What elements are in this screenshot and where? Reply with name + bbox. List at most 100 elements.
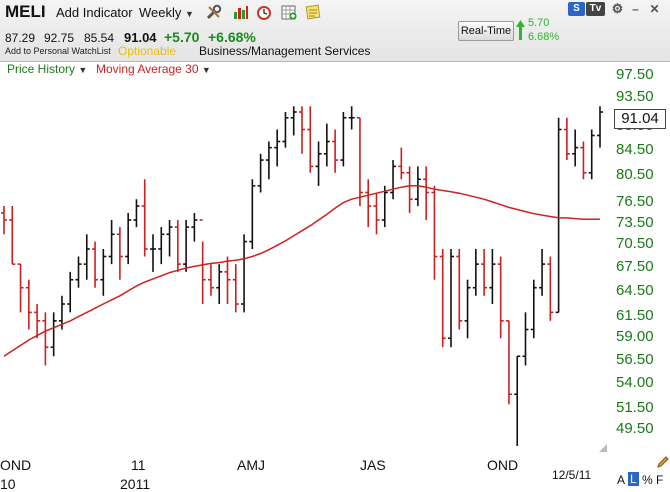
price-bar [141, 179, 148, 257]
add-watchlist-link[interactable]: Add to Personal WatchList [5, 46, 111, 56]
price-bar [307, 106, 314, 173]
x-label-year-2011: 2011 [120, 476, 151, 492]
current-price-tag: 91.04 [614, 109, 666, 129]
price-bar [472, 248, 479, 296]
price-bar [572, 129, 579, 167]
price-bar [373, 192, 380, 235]
price-bar [356, 116, 363, 207]
price-bar [257, 153, 264, 193]
y-tick-label: 93.50 [616, 87, 654, 105]
y-tick-label: 84.50 [616, 140, 654, 158]
price-bar [323, 123, 330, 167]
y-tick-label: 59.00 [616, 328, 654, 346]
s-button[interactable]: S [568, 2, 585, 16]
price-bar [25, 279, 32, 330]
price-bar [191, 212, 198, 242]
tools-icon[interactable] [206, 4, 222, 20]
price-bar [174, 219, 181, 272]
price-bar [1, 206, 7, 235]
price-bar [92, 241, 99, 288]
chart-header: MELI Add Indicator Weekly ▼ 87.29 92.75 … [0, 0, 670, 62]
price-bar [265, 141, 272, 180]
up-arrow-icon [516, 20, 525, 40]
price-bar [207, 264, 214, 296]
y-tick-label: 51.50 [616, 399, 654, 417]
price-bar [522, 312, 529, 366]
price-bar [340, 111, 347, 167]
x-label-ond: OND [0, 457, 32, 473]
price-bar [348, 106, 355, 130]
price-bar [398, 147, 405, 180]
price-bar [381, 185, 388, 228]
x-label-ond-2: OND [487, 457, 519, 473]
price-bar [34, 304, 41, 339]
change-value: +5.70 [164, 29, 200, 45]
realtime-change: 5.70 [528, 17, 550, 29]
low-price: 85.54 [84, 31, 115, 45]
alarm-clock-icon[interactable] [256, 4, 272, 20]
legend-ma-label: Moving Average 30 [96, 62, 199, 76]
scale-fixed-button[interactable]: F [656, 473, 664, 487]
period-dropdown[interactable]: Weekly ▼ [139, 5, 194, 20]
notes-icon[interactable] [305, 4, 321, 20]
y-tick-label: 56.50 [616, 350, 654, 368]
scale-percent-button[interactable]: % [642, 473, 653, 487]
price-bar [580, 141, 587, 180]
x-label-amj: AMJ [237, 457, 265, 473]
y-tick-label: 73.50 [616, 213, 654, 231]
y-tick-label: 80.50 [616, 166, 654, 183]
chevron-down-icon: ▼ [78, 65, 88, 75]
price-bar [224, 256, 231, 305]
legend-moving-average[interactable]: Moving Average 30 ▼ [96, 62, 211, 76]
price-bar [290, 106, 297, 136]
price-bar [530, 279, 537, 339]
price-bar [597, 106, 603, 148]
price-bar [406, 166, 413, 213]
price-bar [539, 248, 546, 296]
price-bar [274, 129, 281, 167]
minimize-icon[interactable]: – [632, 2, 639, 16]
symbol-label[interactable]: MELI [5, 2, 46, 21]
price-bar [100, 248, 107, 296]
settings-icon[interactable]: ⚙ [611, 1, 624, 16]
change-percent: +6.68% [208, 29, 256, 45]
close-icon[interactable]: ✕ [649, 2, 660, 16]
price-bar [125, 212, 132, 265]
resize-arrow-icon[interactable] [598, 443, 608, 453]
price-bar [464, 279, 471, 339]
scale-log-button[interactable]: L [628, 472, 639, 486]
price-chart[interactable] [0, 60, 612, 455]
chart-style-icon[interactable] [233, 4, 249, 20]
price-bar [555, 117, 562, 314]
add-indicator-menu[interactable]: Add Indicator [56, 5, 133, 20]
pencil-icon[interactable] [656, 455, 670, 469]
price-bar [497, 256, 504, 339]
price-bar [332, 129, 339, 173]
legend-price-history[interactable]: Price History ▼ [7, 62, 87, 76]
scale-arith-button[interactable]: A [617, 473, 626, 487]
realtime-button[interactable]: Real-Time [458, 21, 514, 41]
y-tick-label: 67.50 [616, 257, 654, 275]
price-bar [588, 129, 595, 180]
grid-add-icon[interactable] [281, 4, 297, 20]
price-bar [183, 219, 190, 272]
price-bar [547, 256, 554, 321]
price-bar [249, 179, 256, 249]
tv-button[interactable]: Tv [586, 2, 605, 16]
price-bar [431, 185, 438, 280]
price-bar [514, 355, 521, 446]
price-bar [83, 234, 90, 280]
price-bar [166, 219, 173, 257]
price-bar [158, 227, 165, 265]
price-bar [365, 179, 372, 228]
legend-price-label: Price History [7, 62, 76, 76]
price-bar [456, 248, 463, 330]
price-bar [282, 111, 289, 148]
price-bar [563, 117, 570, 161]
price-bar [489, 248, 496, 305]
price-bar [390, 160, 397, 200]
price-bar [9, 206, 16, 265]
y-tick-label: 70.50 [616, 235, 654, 253]
industry-label: Business/Management Services [199, 44, 371, 58]
price-bar [241, 234, 248, 313]
